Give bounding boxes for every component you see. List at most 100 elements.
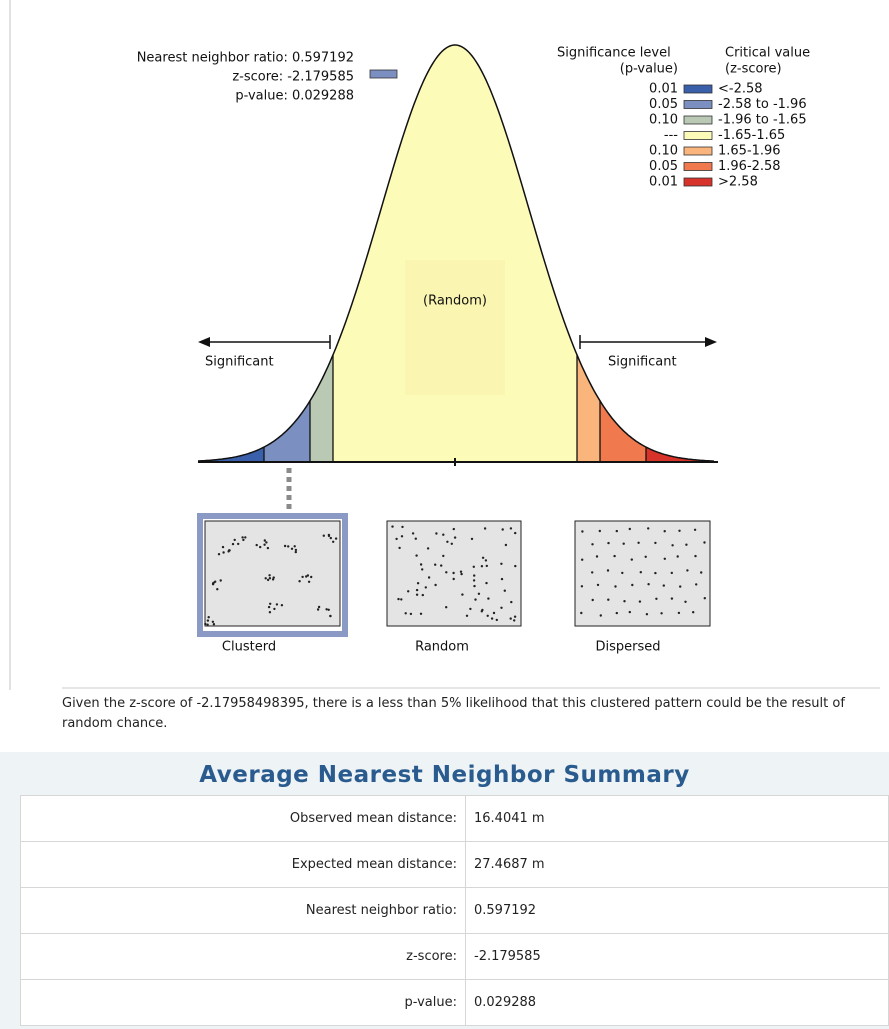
dot xyxy=(206,619,210,622)
dot xyxy=(452,577,455,581)
dot xyxy=(670,571,673,575)
dot xyxy=(628,527,631,531)
dot xyxy=(446,540,449,543)
dot xyxy=(671,544,674,547)
pattern-label: Random xyxy=(415,640,469,655)
dot xyxy=(500,606,503,609)
dot xyxy=(419,563,423,566)
dot xyxy=(397,597,400,601)
center-shade xyxy=(405,260,505,395)
dot xyxy=(415,593,419,596)
dot xyxy=(294,550,297,554)
dot xyxy=(622,542,625,545)
legend-z: >2.58 xyxy=(718,175,758,190)
summary-value: -2.179585 xyxy=(465,933,889,980)
dot xyxy=(316,608,320,611)
dot xyxy=(513,619,516,622)
dot xyxy=(233,538,236,542)
region xyxy=(646,447,714,462)
dot xyxy=(287,545,290,548)
dot xyxy=(484,559,488,562)
dot xyxy=(204,622,207,626)
dot xyxy=(395,537,398,541)
dot xyxy=(419,612,423,615)
legend-swatch xyxy=(683,100,713,109)
diagram: Nearest neighbor ratio: 0.597192 z-score… xyxy=(9,0,880,690)
region xyxy=(333,45,577,462)
dot xyxy=(440,564,443,567)
dot xyxy=(472,565,475,568)
dot xyxy=(434,583,437,587)
dot xyxy=(591,543,594,546)
legend-p: 0.10 xyxy=(649,113,678,128)
dot xyxy=(317,605,321,609)
dot xyxy=(676,555,679,558)
dot xyxy=(266,546,270,550)
region xyxy=(577,354,600,462)
region xyxy=(198,447,264,462)
legend: 0.01 <-2.58 0.05 -2.58 to -1.96 0.10 -1.96 to… xyxy=(649,82,807,190)
dot xyxy=(613,554,616,558)
summary: Average Nearest Neighbor Summary Observe… xyxy=(0,752,889,1029)
dot xyxy=(415,588,419,592)
dot xyxy=(305,575,308,578)
legend-z: -2.58 to -1.96 xyxy=(718,97,807,112)
legend-p: --- xyxy=(664,128,678,143)
summary-table: Observed mean distance: 16.4041 m Expected… xyxy=(20,795,889,1026)
dot xyxy=(513,615,517,618)
dot xyxy=(327,608,330,611)
dot xyxy=(263,543,266,546)
dot xyxy=(500,562,503,565)
dot xyxy=(510,600,513,604)
dot xyxy=(427,576,431,579)
dot xyxy=(694,554,697,558)
dot xyxy=(268,574,271,577)
dot xyxy=(695,583,698,586)
legend-swatch xyxy=(683,84,713,94)
legend-p: 0.01 xyxy=(649,82,678,97)
dot xyxy=(400,535,404,538)
dot xyxy=(472,579,476,582)
arrowhead xyxy=(198,337,210,347)
summary-row: Observed mean distance: 16.4041 m xyxy=(20,795,889,842)
dot xyxy=(266,578,270,582)
region xyxy=(600,400,646,462)
dot xyxy=(644,555,647,558)
center-label: (Random) xyxy=(423,294,487,309)
annotation: p-value: 0.029288 xyxy=(235,89,354,104)
dot xyxy=(591,598,594,602)
dot xyxy=(628,610,631,614)
dot xyxy=(435,532,438,535)
dot xyxy=(509,527,513,530)
dot xyxy=(503,589,506,592)
dot xyxy=(416,582,420,585)
dot xyxy=(255,543,258,547)
region xyxy=(264,400,310,462)
dot xyxy=(654,541,657,545)
side-label: Significant xyxy=(205,355,274,370)
dot xyxy=(492,611,496,615)
dot xyxy=(450,542,453,545)
annotation: Nearest neighbor ratio: 0.597192 xyxy=(137,51,354,66)
dot xyxy=(452,527,455,531)
legend-swatch xyxy=(683,177,713,187)
dot xyxy=(283,544,287,548)
dot xyxy=(615,529,618,533)
dot xyxy=(207,616,210,619)
dot xyxy=(265,541,268,544)
dot xyxy=(500,577,504,581)
summary-key: p-value: xyxy=(20,979,466,1026)
dot xyxy=(581,530,584,533)
dot xyxy=(703,541,706,544)
dot xyxy=(595,555,599,558)
dot xyxy=(298,580,301,583)
dot xyxy=(267,605,271,609)
dot xyxy=(216,588,219,591)
legend-title: Critical value xyxy=(725,46,810,61)
dot xyxy=(442,554,445,558)
dot xyxy=(329,614,332,618)
dot xyxy=(237,542,240,546)
dot xyxy=(637,541,640,544)
dot xyxy=(693,528,697,531)
